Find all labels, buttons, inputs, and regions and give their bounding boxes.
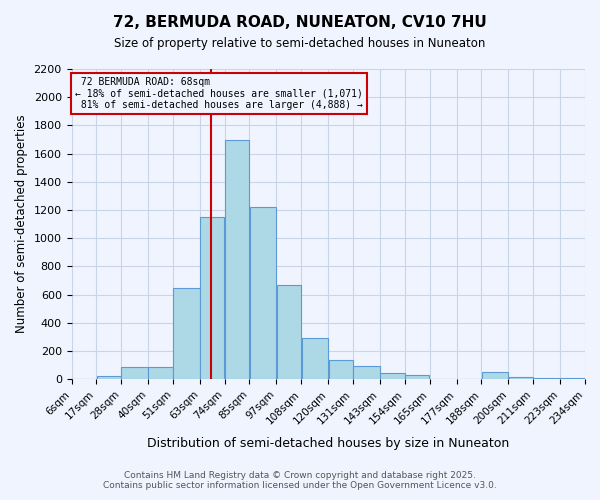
Bar <box>173 288 200 380</box>
Bar <box>405 375 430 380</box>
Bar <box>148 368 173 380</box>
X-axis label: Distribution of semi-detached houses by size in Nuneaton: Distribution of semi-detached houses by … <box>147 437 509 450</box>
Bar <box>250 206 276 380</box>
Bar <box>430 378 457 380</box>
Text: 72 BERMUDA ROAD: 68sqm
← 18% of semi-detached houses are smaller (1,071)
 81% of: 72 BERMUDA ROAD: 68sqm ← 18% of semi-det… <box>75 77 363 110</box>
Bar <box>329 360 353 380</box>
Bar <box>277 285 301 380</box>
Bar <box>509 377 533 380</box>
Bar <box>560 378 585 380</box>
Bar <box>97 376 121 380</box>
Bar <box>380 373 404 380</box>
Bar <box>121 368 148 380</box>
Bar <box>200 217 224 380</box>
Bar <box>457 378 481 380</box>
Bar <box>482 372 508 380</box>
Bar <box>533 378 560 380</box>
Text: Contains HM Land Registry data © Crown copyright and database right 2025.
Contai: Contains HM Land Registry data © Crown c… <box>103 470 497 490</box>
Bar <box>353 366 380 380</box>
Text: 72, BERMUDA ROAD, NUNEATON, CV10 7HU: 72, BERMUDA ROAD, NUNEATON, CV10 7HU <box>113 15 487 30</box>
Bar <box>225 140 249 380</box>
Text: Size of property relative to semi-detached houses in Nuneaton: Size of property relative to semi-detach… <box>115 38 485 51</box>
Y-axis label: Number of semi-detached properties: Number of semi-detached properties <box>15 115 28 334</box>
Bar <box>302 338 328 380</box>
